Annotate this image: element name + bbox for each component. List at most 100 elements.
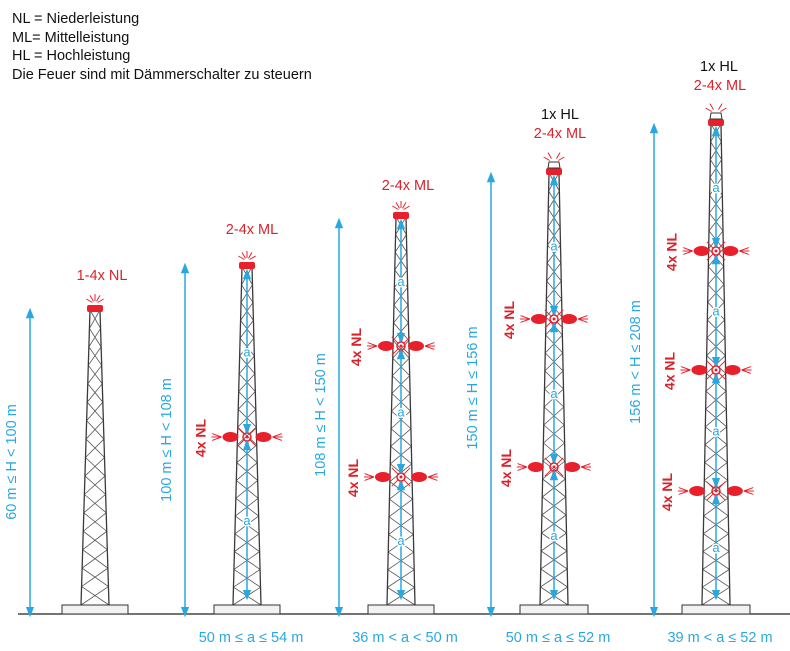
tower-3: 2-4x ML 4x NL 4x NL a a a 108 m ≤ H < 150 m 36 … bbox=[313, 178, 458, 646]
top-light bbox=[87, 305, 103, 312]
light-rays bbox=[424, 342, 435, 350]
light-rays bbox=[367, 342, 378, 350]
light-rays bbox=[86, 294, 104, 303]
legend-ml: ML= Mittelleistung bbox=[12, 29, 130, 46]
top-light bbox=[393, 212, 409, 219]
top-light bbox=[708, 119, 724, 126]
nl-light-right bbox=[564, 462, 581, 472]
light-rays bbox=[678, 487, 689, 495]
side-label-4x-nl: 4x NL bbox=[348, 327, 364, 366]
tower-outline bbox=[539, 172, 569, 606]
tower-base bbox=[61, 604, 129, 615]
light-rays bbox=[272, 433, 283, 441]
top-label: 2-4x ML bbox=[226, 222, 278, 238]
height-range-label: 60 m ≤ H < 100 m bbox=[4, 404, 20, 520]
legend-nl: NL = Niederleistung bbox=[12, 11, 140, 27]
spacing-a-label: a bbox=[712, 540, 720, 555]
nl-light-dot bbox=[399, 344, 403, 348]
height-range-label: 150 m ≤ H ≤ 156 m bbox=[465, 326, 481, 449]
height-range-label: 108 m ≤ H < 150 m bbox=[313, 353, 329, 477]
top-label: 1-4x NL bbox=[77, 268, 128, 284]
tower-1: 1-4x NL 60 m ≤ H < 100 m bbox=[4, 268, 129, 618]
tower-4: 1x HL 2-4x ML 4x NL 4x NL a a a 150 m ≤ H ≤ 156… bbox=[465, 107, 610, 646]
spacing-range-label: 50 m ≤ a ≤ 52 m bbox=[506, 630, 611, 646]
legend: NL = Niederleistung ML= Mittelleistung H… bbox=[12, 10, 312, 84]
light-rays bbox=[743, 487, 754, 495]
nl-light-group: 4x NL bbox=[498, 448, 592, 487]
nl-light-left bbox=[222, 432, 239, 442]
nl-light-dot bbox=[714, 489, 718, 493]
height-range-label: 156 m < H ≤ 208 m bbox=[628, 300, 644, 424]
nl-light-dot bbox=[714, 368, 718, 372]
nl-light-right bbox=[722, 246, 739, 256]
top-label-ml: 2-4x ML bbox=[534, 126, 586, 142]
nl-light-dot bbox=[714, 249, 718, 253]
spacing-a-label: a bbox=[397, 405, 405, 420]
nl-light-group: 4x NL bbox=[664, 232, 750, 271]
hl-beacon bbox=[547, 161, 561, 169]
spacing-a-label: a bbox=[397, 274, 405, 289]
spacing-range-label: 39 m < a ≤ 52 m bbox=[667, 630, 772, 646]
top-light bbox=[546, 168, 562, 175]
legend-note: Die Feuer sind mit Dämmerschalter zu ste… bbox=[12, 66, 312, 83]
nl-light-left bbox=[374, 472, 391, 482]
nl-light-right bbox=[561, 314, 578, 324]
nl-light-group: 4x NL bbox=[348, 327, 435, 366]
side-label-4x-nl: 4x NL bbox=[498, 448, 514, 487]
top-label-hl: 1x HL bbox=[700, 59, 738, 75]
light-rays bbox=[516, 463, 528, 471]
nl-light-dot bbox=[552, 465, 556, 469]
lattice bbox=[80, 309, 110, 606]
nl-light-left bbox=[693, 246, 710, 256]
spacing-a-label: a bbox=[712, 304, 720, 319]
light-rays bbox=[705, 103, 727, 112]
spacing-a-label: a bbox=[550, 239, 558, 254]
legend-hl: HL = Hochleistung bbox=[12, 48, 131, 64]
spacing-a-label: a bbox=[712, 424, 720, 439]
light-rays bbox=[580, 463, 592, 471]
hl-beacon bbox=[709, 112, 723, 120]
nl-light-right bbox=[407, 341, 424, 351]
spacing-a-label: a bbox=[397, 533, 405, 548]
side-label-4x-nl: 4x NL bbox=[661, 351, 677, 390]
light-rays bbox=[392, 201, 410, 210]
nl-light-group: 4x NL bbox=[192, 418, 283, 457]
nl-light-right bbox=[726, 486, 743, 496]
light-rays bbox=[680, 366, 691, 374]
spacing-a-label: a bbox=[550, 528, 558, 543]
side-label-4x-nl: 4x NL bbox=[345, 458, 361, 497]
nl-light-left bbox=[527, 462, 544, 472]
tower-2: 2-4x ML 4x NL a a 100 m ≤ H < 108 m 50 m ≤ a … bbox=[159, 222, 303, 646]
side-label-4x-nl: 4x NL bbox=[664, 232, 680, 271]
tower-base bbox=[681, 604, 751, 615]
height-range-label: 100 m ≤ H < 108 m bbox=[159, 378, 175, 502]
nl-light-dot bbox=[245, 435, 249, 439]
nl-light-dot bbox=[552, 317, 556, 321]
tower-outline bbox=[80, 309, 110, 606]
light-rays bbox=[427, 473, 439, 481]
spacing-range-label: 36 m < a < 50 m bbox=[352, 630, 458, 646]
light-rays bbox=[577, 315, 589, 323]
nl-light-left bbox=[689, 486, 706, 496]
nl-light-right bbox=[724, 365, 741, 375]
nl-light-left bbox=[691, 365, 708, 375]
light-rays bbox=[741, 366, 752, 374]
nl-light-left bbox=[378, 341, 395, 351]
nl-light-right bbox=[411, 472, 428, 482]
nl-light-right bbox=[255, 432, 272, 442]
top-label: 2-4x ML bbox=[382, 178, 434, 194]
spacing-range-label: 50 m ≤ a ≤ 54 m bbox=[199, 630, 304, 646]
top-light bbox=[239, 262, 255, 269]
tower-outline bbox=[386, 216, 416, 606]
tower-base bbox=[519, 604, 589, 615]
light-rays bbox=[739, 247, 750, 255]
light-rays bbox=[519, 315, 531, 323]
tower-outline bbox=[701, 123, 731, 606]
light-rays bbox=[238, 251, 256, 260]
top-label-hl: 1x HL bbox=[541, 107, 579, 123]
tower-base bbox=[213, 604, 281, 615]
side-label-4x-nl: 4x NL bbox=[659, 472, 675, 511]
spacing-a-label: a bbox=[243, 345, 251, 360]
light-rays bbox=[211, 433, 222, 441]
